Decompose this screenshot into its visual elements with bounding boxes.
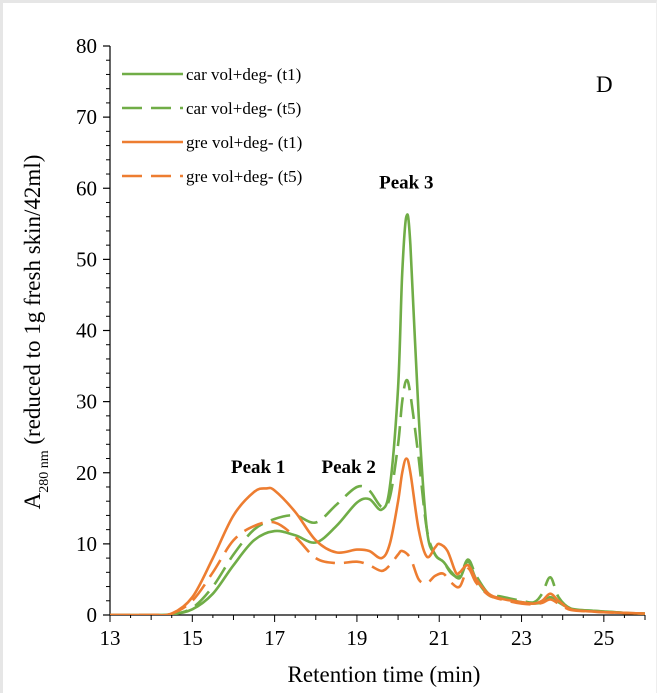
x-tick-label: 13 bbox=[100, 626, 121, 650]
legend-entry-label: gre vol+deg- (t5) bbox=[186, 167, 302, 186]
y-tick-label: 80 bbox=[76, 34, 97, 58]
series-car-vol-deg-t5-line bbox=[110, 378, 645, 615]
series-gre-vol-deg-t1-line bbox=[110, 457, 645, 615]
series-gre-vol-deg-t5-line bbox=[110, 520, 645, 615]
peak-label: Peak 1 bbox=[231, 457, 285, 478]
y-tick-label: 50 bbox=[76, 247, 97, 271]
x-tick-label: 15 bbox=[182, 626, 203, 650]
y-tick-label: 70 bbox=[76, 105, 97, 129]
y-tick-label: 0 bbox=[87, 603, 98, 627]
legend-entry-label: car vol+deg- (t5) bbox=[186, 99, 301, 118]
peak-label: Peak 3 bbox=[379, 172, 433, 193]
x-tick-label: 19 bbox=[346, 626, 367, 650]
x-axis-title: Retention time (min) bbox=[288, 662, 481, 687]
peak-label: Peak 2 bbox=[322, 457, 376, 478]
y-axis-title-prefix: A bbox=[20, 492, 45, 509]
legend-entry-label: car vol+deg- (t1) bbox=[186, 65, 301, 84]
x-tick-label: 21 bbox=[429, 626, 450, 650]
y-axis-title-suffix: (reduced to 1g fresh skin/42ml) bbox=[20, 155, 45, 451]
y-tick-label: 10 bbox=[76, 532, 97, 556]
x-tick-label: 17 bbox=[264, 626, 285, 650]
x-tick-label: 25 bbox=[593, 626, 614, 650]
y-tick-label: 60 bbox=[76, 176, 97, 200]
series-car-vol-deg-t1-line bbox=[110, 213, 645, 615]
y-axis-title-subscript: 280 nm bbox=[37, 450, 52, 493]
y-tick-label: 20 bbox=[76, 461, 97, 485]
axes: 0 10 20 30 40 50 60 70 80 13 15 17 19 21 23 25 bbox=[76, 34, 646, 650]
peak-annotations: Peak 1 Peak 2 Peak 3 bbox=[231, 172, 434, 478]
x-tick-label: 23 bbox=[511, 626, 532, 650]
legend-entry-label: gre vol+deg- (t1) bbox=[186, 133, 302, 152]
series-layer bbox=[110, 213, 645, 615]
y-tick-label: 40 bbox=[76, 319, 97, 343]
panel-letter: D bbox=[596, 72, 613, 97]
y-tick-label: 30 bbox=[76, 390, 97, 414]
legend: car vol+deg- (t1) car vol+deg- (t5) gre vo… bbox=[122, 65, 302, 186]
y-axis-title: A280 nm (reduced to 1g fresh skin/42ml) bbox=[20, 155, 52, 510]
